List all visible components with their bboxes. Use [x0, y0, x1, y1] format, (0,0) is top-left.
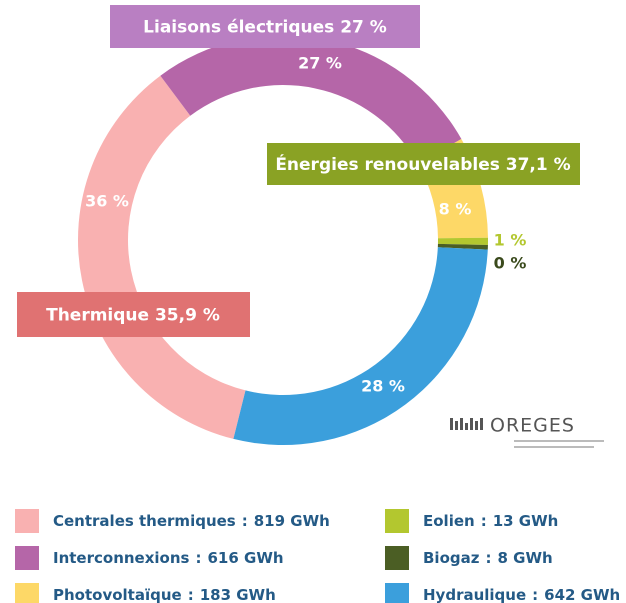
legend-separator: : — [532, 586, 538, 603]
legend-label: Eolien:13 GWh — [423, 512, 558, 530]
legend-label: Hydraulique:642 GWh — [423, 586, 620, 603]
group-label: Thermique 35,9 % — [17, 292, 250, 337]
legend-label: Photovoltaïque:183 GWh — [53, 586, 276, 603]
legend-name: Centrales thermiques — [53, 512, 236, 530]
logo-text: OREGES — [490, 415, 575, 437]
legend-separator: : — [481, 512, 487, 530]
donut-slice — [437, 243, 488, 250]
legend-name: Biogaz — [423, 549, 480, 567]
legend-name: Interconnexions — [53, 549, 190, 567]
logo-bar — [460, 418, 463, 430]
legend-swatch — [385, 546, 409, 570]
logo-bar — [475, 421, 478, 430]
legend-swatch — [15, 583, 39, 603]
legend-value: 8 GWh — [497, 549, 552, 567]
value-label: 0 % — [494, 254, 527, 273]
legend-value: 13 GWh — [493, 512, 559, 530]
logo-bar — [470, 418, 473, 430]
group-label: Liaisons électriques 27 % — [110, 5, 420, 48]
legend-value: 183 GWh — [200, 586, 276, 603]
legend-label: Biogaz:8 GWh — [423, 549, 553, 567]
legend-swatch — [385, 509, 409, 533]
group-label-box — [110, 5, 420, 48]
value-label: 28 % — [361, 377, 405, 396]
logo-bar — [480, 418, 483, 430]
logo-bar — [450, 418, 453, 430]
legend-swatch — [15, 546, 39, 570]
legend-separator: : — [188, 586, 194, 603]
legend-swatch — [15, 509, 39, 533]
legend-label: Interconnexions:616 GWh — [53, 549, 284, 567]
legend-separator: : — [195, 549, 201, 567]
donut-slice — [233, 247, 488, 445]
donut-slice — [437, 237, 488, 246]
legend-label: Centrales thermiques:819 GWh — [53, 512, 330, 530]
legend-name: Eolien — [423, 512, 475, 530]
group-label-text: Énergies renouvelables 37,1 % — [275, 153, 570, 175]
legend-separator: : — [485, 549, 491, 567]
legend-separator: : — [242, 512, 248, 530]
donut-slice — [77, 75, 246, 439]
group-label-text: Liaisons électriques 27 % — [143, 18, 387, 38]
group-label-text: Thermique 35,9 % — [46, 306, 220, 326]
logo: OREGES — [450, 415, 604, 448]
donut — [77, 34, 488, 445]
legend-value: 642 GWh — [544, 586, 620, 603]
logo-line — [514, 440, 604, 442]
group-label-box — [267, 143, 580, 185]
legend-name: Hydraulique — [423, 586, 526, 603]
group-label: Énergies renouvelables 37,1 % — [267, 143, 580, 185]
value-label: 36 % — [85, 192, 129, 211]
value-label: 27 % — [298, 53, 342, 72]
value-labels: 36 % 27 % 8 % 1 % 0 % 28 % — [85, 53, 526, 395]
legend: Centrales thermiques:819 GWhInterconnexi… — [15, 509, 620, 603]
logo-bar — [465, 423, 468, 430]
group-label-box — [17, 292, 250, 337]
logo-line — [514, 446, 594, 448]
legend-value: 616 GWh — [207, 549, 283, 567]
logo-bar — [455, 421, 458, 430]
legend-swatch — [385, 583, 409, 603]
value-label: 8 % — [439, 200, 472, 219]
legend-name: Photovoltaïque — [53, 586, 182, 603]
donut-slice — [160, 34, 462, 164]
value-label: 1 % — [494, 231, 527, 250]
legend-value: 819 GWh — [254, 512, 330, 530]
